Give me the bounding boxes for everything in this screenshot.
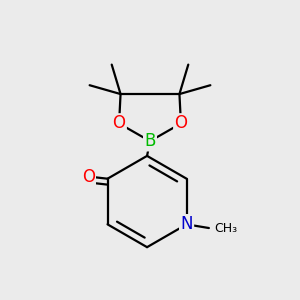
Text: O: O: [174, 115, 188, 133]
Text: N: N: [180, 215, 193, 233]
Text: CH₃: CH₃: [214, 221, 237, 235]
Text: O: O: [82, 167, 95, 185]
Text: O: O: [112, 115, 126, 133]
Text: B: B: [144, 132, 156, 150]
